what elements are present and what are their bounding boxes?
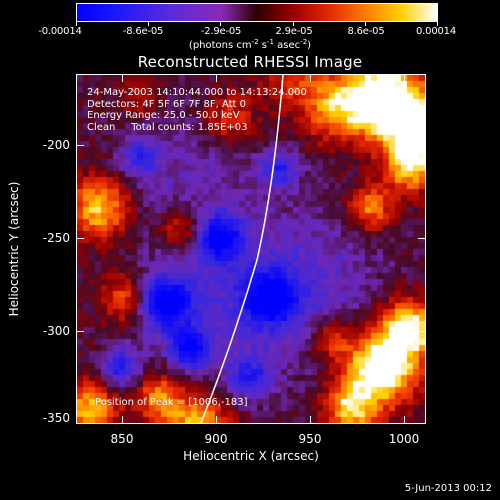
colorbar-tick — [437, 22, 438, 26]
colorbar-tick — [148, 22, 149, 26]
x-tick — [404, 74, 405, 82]
overlay-energy-range: Energy Range: 25.0 - 50.0 keV — [87, 110, 240, 121]
x-tick — [404, 416, 405, 424]
y-tick-label: -350 — [42, 411, 70, 425]
x-tick-label: 950 — [298, 432, 322, 446]
x-tick — [310, 74, 311, 82]
colorbar-units: (photons cm-2 s-1 asec-2) — [0, 38, 500, 51]
colorbar-units-sup: -2 — [251, 38, 259, 46]
overlay-time-range: 24-May-2003 14:10:44.000 to 14:13:24.000 — [87, 87, 307, 98]
colorbar-label: 0.00014 — [416, 26, 456, 37]
image-frame: 24-May-2003 14:10:44.000 to 14:13:24.000… — [76, 74, 426, 424]
colorbar-label: 2.9e-05 — [275, 26, 313, 37]
overlay-total-counts: Clean Total counts: 1.85E+03 — [87, 121, 248, 133]
colorbar-label: -8.6e-05 — [122, 26, 164, 37]
x-tick — [216, 416, 217, 424]
x-axis-label: Heliocentric X (arcsec) — [183, 449, 319, 463]
colorbar-tick — [76, 22, 77, 26]
colorbar-units-prefix: (photons cm — [188, 40, 252, 51]
colorbar-units-sup: -1 — [267, 38, 274, 46]
y-tick — [76, 331, 84, 332]
colorbar-label: 8.6e-05 — [347, 26, 385, 37]
colorbar-tick — [293, 22, 294, 26]
colorbar-units-mid: s — [258, 40, 268, 51]
y-tick — [76, 145, 84, 146]
x-tick — [122, 74, 123, 82]
reconstructed-image — [77, 75, 425, 423]
footer-date: 5-Jun-2013 00:12 — [404, 483, 492, 494]
y-axis-label: Heliocentric Y (arcsec) — [7, 181, 21, 317]
y-tick — [418, 331, 426, 332]
x-tick — [310, 416, 311, 424]
y-tick-label: -250 — [42, 231, 70, 245]
colorbar-label: -0.00014 — [38, 26, 82, 37]
x-tick — [216, 74, 217, 82]
y-tick — [76, 238, 84, 239]
colorbar — [76, 3, 438, 22]
colorbar-units-sup: -2 — [300, 38, 308, 46]
solar-limb-curve — [200, 75, 284, 423]
colorbar-label: -2.9e-05 — [200, 26, 242, 37]
overlay-detectors: Detectors: 4F 5F 6F 7F 8F, Att 0 — [87, 98, 247, 110]
x-tick-label: 1000 — [388, 432, 420, 446]
x-tick-label: 900 — [204, 432, 228, 446]
x-tick-label: 850 — [110, 432, 134, 446]
y-tick-label: -300 — [42, 324, 70, 338]
colorbar-tick — [220, 22, 221, 26]
colorbar-tick — [365, 22, 366, 26]
limb-overlay — [200, 75, 284, 423]
colorbar-units-end: ) — [307, 40, 312, 51]
colorbar-units-suffix: asec — [274, 40, 301, 51]
overlay-peak-position: Position of Peak = [1006,-183] — [95, 397, 248, 408]
plot-title: Reconstructed RHESSI Image — [137, 53, 363, 71]
y-tick — [418, 145, 426, 146]
x-tick — [122, 416, 123, 424]
y-tick — [418, 238, 426, 239]
y-tick-label: -200 — [42, 138, 70, 152]
